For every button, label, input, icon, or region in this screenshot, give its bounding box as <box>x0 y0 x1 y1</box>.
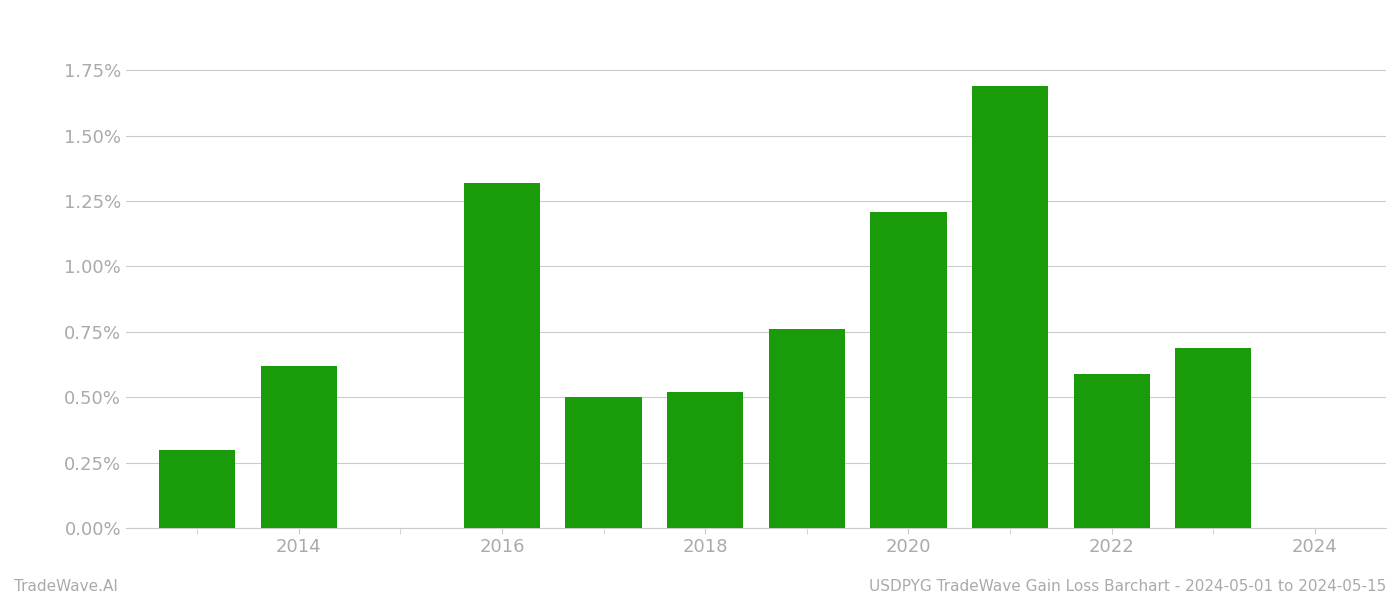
Bar <box>160 449 235 528</box>
Bar <box>666 392 743 528</box>
Bar <box>463 183 540 528</box>
Bar <box>769 329 846 528</box>
Text: TradeWave.AI: TradeWave.AI <box>14 579 118 594</box>
Bar <box>871 212 946 528</box>
Text: USDPYG TradeWave Gain Loss Barchart - 2024-05-01 to 2024-05-15: USDPYG TradeWave Gain Loss Barchart - 20… <box>869 579 1386 594</box>
Bar <box>566 397 641 528</box>
Bar <box>260 366 337 528</box>
Bar <box>1175 347 1252 528</box>
Bar <box>972 86 1049 528</box>
Bar <box>1074 374 1149 528</box>
